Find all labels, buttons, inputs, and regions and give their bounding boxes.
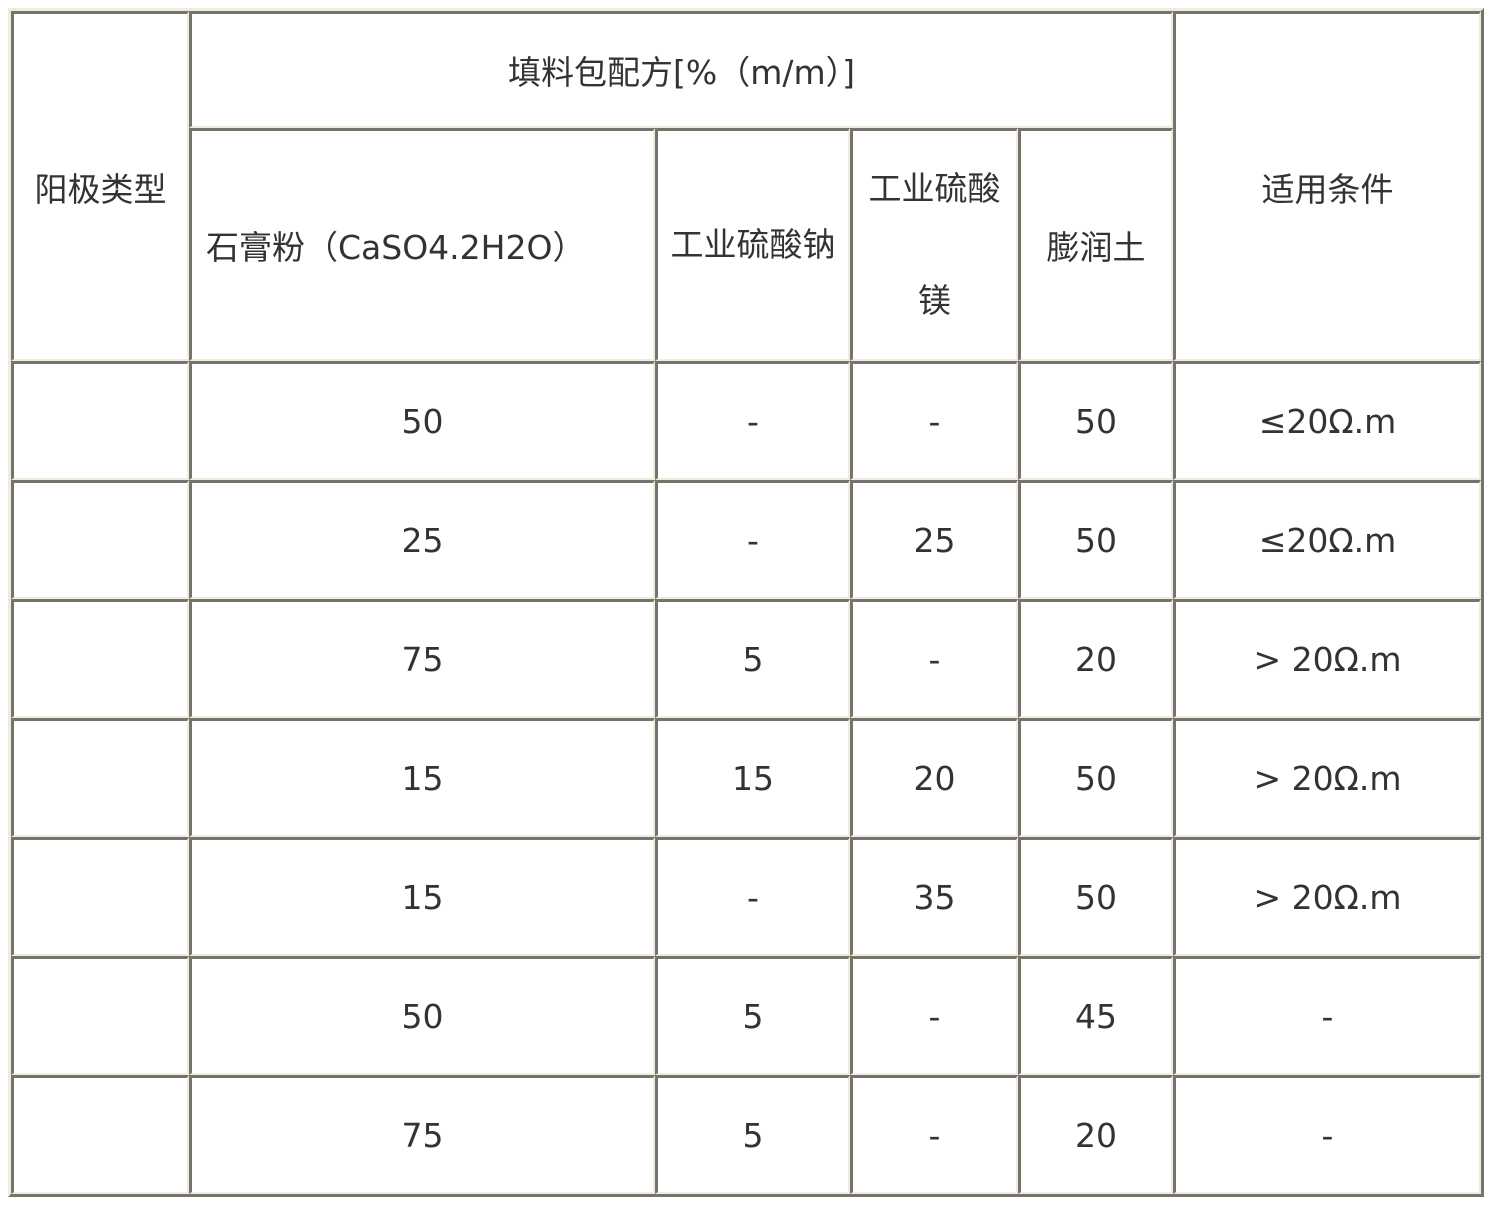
- table-cell: 50: [189, 956, 655, 1075]
- header-conditions: 适用条件: [1173, 11, 1481, 361]
- table-row: 25-25 50 ≤20Ω.m: [11, 480, 1481, 599]
- table-cell: ≤20Ω.m: [1173, 361, 1481, 480]
- table-cell: -: [1173, 1075, 1481, 1194]
- table-cell: 25: [189, 480, 655, 599]
- table-row: 15-35 50 > 20Ω.m: [11, 837, 1481, 956]
- table-row: 15 15 20 50 > 20Ω.m: [11, 718, 1481, 837]
- table-row: 75 5-20-: [11, 1075, 1481, 1194]
- table-cell: 5: [655, 599, 850, 718]
- table-cell: > 20Ω.m: [1173, 599, 1481, 718]
- table-row: 50 5-45-: [11, 956, 1481, 1075]
- table-cell: [11, 1075, 189, 1194]
- table-cell: -: [655, 837, 850, 956]
- table-cell: > 20Ω.m: [1173, 837, 1481, 956]
- table-cell: 50: [1018, 480, 1173, 599]
- table-cell: 15: [655, 718, 850, 837]
- table-cell: 45: [1018, 956, 1173, 1075]
- header-formula: 填料包配方[%（m/m）]: [189, 11, 1173, 128]
- table-cell: 75: [189, 1075, 655, 1194]
- header-gypsum: 石膏粉（CaSO4.2H2O）: [189, 128, 655, 361]
- header-sodium-sulfate: 工业硫酸钠: [655, 128, 850, 361]
- table-cell: [11, 718, 189, 837]
- table-cell: 20: [850, 718, 1018, 837]
- header-anode-type: 阳极类型: [11, 11, 189, 361]
- table-cell: [11, 480, 189, 599]
- header-magnesium-sulfate: 工业硫酸镁: [850, 128, 1018, 361]
- table-cell: -: [850, 956, 1018, 1075]
- table-cell: -: [850, 599, 1018, 718]
- table-cell: 20: [1018, 1075, 1173, 1194]
- table-cell: [11, 599, 189, 718]
- table-cell: [11, 837, 189, 956]
- table-cell: -: [655, 361, 850, 480]
- table-cell: -: [655, 480, 850, 599]
- formula-table: 阳极类型 填料包配方[%（m/m）] 适用条件 石膏粉（CaSO4.2H2O） …: [8, 8, 1484, 1197]
- table-cell: 50: [189, 361, 655, 480]
- table-cell: 25: [850, 480, 1018, 599]
- table-cell: 5: [655, 956, 850, 1075]
- table-cell: 50: [1018, 361, 1173, 480]
- table-cell: 15: [189, 718, 655, 837]
- table-cell: ≤20Ω.m: [1173, 480, 1481, 599]
- table-cell: 75: [189, 599, 655, 718]
- header-bentonite: 膨润土: [1018, 128, 1173, 361]
- table-cell: -: [1173, 956, 1481, 1075]
- table-row: 50- -50 ≤20Ω.m: [11, 361, 1481, 480]
- table-cell: 50: [1018, 837, 1173, 956]
- table-cell: > 20Ω.m: [1173, 718, 1481, 837]
- table-cell: 50: [1018, 718, 1173, 837]
- table-cell: -: [850, 1075, 1018, 1194]
- table-cell: -: [850, 361, 1018, 480]
- table-cell: 35: [850, 837, 1018, 956]
- table-cell: 20: [1018, 599, 1173, 718]
- table-cell: [11, 361, 189, 480]
- table-cell: [11, 956, 189, 1075]
- table-cell: 15: [189, 837, 655, 956]
- table-row: 75 5-20 > 20Ω.m: [11, 599, 1481, 718]
- table-cell: 5: [655, 1075, 850, 1194]
